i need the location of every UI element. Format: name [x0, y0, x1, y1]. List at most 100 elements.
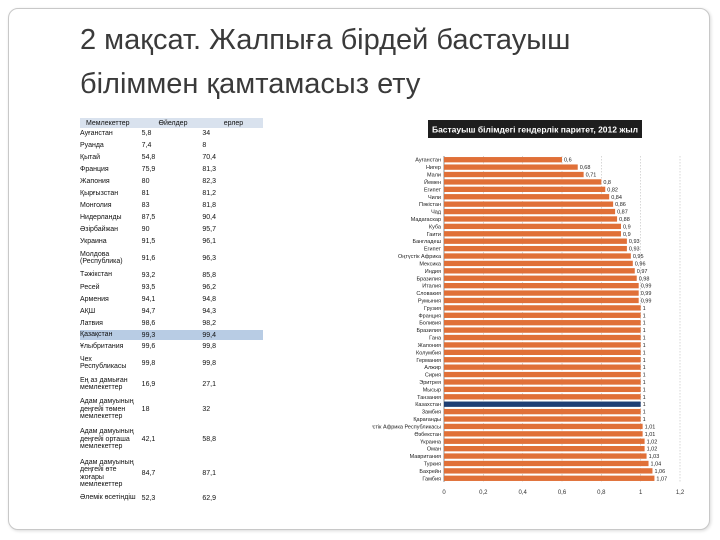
data-label: 1 [643, 387, 646, 393]
table-cell-country: Нидерланды [80, 213, 122, 221]
bar [444, 401, 641, 407]
table-cell-men: 81,2 [202, 190, 216, 197]
x-tick-label: 0,4 [518, 490, 527, 496]
data-label: 1,02 [647, 447, 658, 453]
table-cell-women: 93,2 [141, 271, 156, 279]
table-cell-country: Чех Республикасы [80, 355, 127, 371]
table-row: АҚШ 94,7 94,3 [80, 306, 263, 318]
x-tick-label: 0,8 [597, 490, 606, 496]
category-label: Танзания [417, 395, 441, 401]
bar [444, 268, 635, 274]
table-cell-women: 98,6 [141, 320, 156, 327]
category-label: Куба [429, 224, 442, 230]
category-label: Йемен [424, 178, 441, 186]
table-row: Нидерланды 87,5 90,4 [80, 212, 263, 224]
category-label: Румыния [418, 298, 441, 304]
table-row: Әлемік өсетіндіш 52,3 62,9 [80, 493, 263, 504]
bar [444, 290, 639, 296]
data-label: 0,96 [635, 261, 646, 267]
table-cell-women: 94,7 [141, 308, 156, 315]
table-cell-men: 58,8 [202, 436, 216, 443]
table-cell-country: Ауғанстан [80, 129, 113, 137]
table-cell-country: АҚШ [80, 307, 96, 315]
bar [444, 408, 641, 415]
data-label: 1 [643, 350, 646, 356]
table-row: Адам дамуының деңгейі орташа мемлекеттер… [80, 425, 263, 455]
table-cell-women: 80 [141, 178, 150, 185]
table-row: Адам дамуының деңгейі өте жоғары мемлеке… [80, 455, 263, 493]
table-cell-country: Ұлыбритания [80, 342, 124, 350]
category-label: Колумбия [416, 350, 441, 356]
data-label: 1 [643, 380, 646, 386]
bar [444, 157, 562, 163]
bar [444, 371, 641, 378]
bar [444, 164, 578, 170]
table-row: Жапония 80 82,3 [80, 176, 263, 188]
bar [444, 179, 602, 185]
data-label: 1,01 [645, 424, 656, 430]
category-label: Ауғанстан [415, 158, 441, 164]
data-label: 0,8 [603, 180, 611, 186]
category-label: Грузия [424, 306, 441, 312]
bar [444, 379, 641, 385]
category-label: Бангладеш [412, 239, 441, 245]
category-label: Египет [424, 247, 442, 253]
data-label: 0,95 [633, 254, 644, 260]
table-row: Армения 94,1 94,8 [80, 294, 263, 306]
table-row: Молдова (Республика) 91,6 96,3 [80, 248, 263, 269]
category-label: Словакия [416, 291, 441, 297]
bar [444, 312, 641, 318]
data-label: 1,07 [656, 476, 667, 482]
table-cell-men: 32 [202, 406, 211, 413]
table-cell-country: Жапония [80, 177, 110, 185]
bar [444, 282, 639, 289]
table-cell-men: 96,2 [202, 284, 216, 291]
table-cell-country: Франция [80, 165, 109, 173]
table-cell-men: 96,1 [202, 238, 216, 245]
table-row: Украина 91,5 96,1 [80, 236, 263, 248]
data-label: 0,99 [641, 284, 652, 290]
table-cell-women: 99,3 [141, 331, 156, 339]
bar [444, 423, 643, 430]
data-label: 1 [643, 343, 646, 349]
table-cell-women: 16,9 [141, 380, 156, 388]
data-label: 1,02 [647, 439, 658, 445]
table-row: Әзірбайжан 90 95,7 [80, 224, 263, 236]
table-cell-women: 42,1 [141, 436, 156, 443]
table-row: Руанда 7,4 8 [80, 140, 263, 152]
header-women: Өйелдер [158, 119, 188, 127]
data-label: 0,93 [629, 239, 640, 245]
data-label: 0,99 [641, 291, 652, 297]
table-row: Ресей 93,5 96,2 [80, 282, 263, 294]
table-cell-men: 8 [202, 142, 207, 149]
data-label: 0,97 [637, 269, 648, 275]
data-label: 1 [643, 321, 646, 327]
table-cell-women: 91,6 [141, 254, 156, 262]
data-label: 0,84 [611, 195, 622, 201]
table-cell-women: 81 [141, 190, 150, 197]
table-cell-men: 87,1 [202, 470, 216, 477]
table-cell-women: 94,1 [141, 296, 156, 303]
bar [444, 394, 641, 400]
table-cell-women: 54,8 [141, 154, 156, 161]
category-label: Гаити [427, 232, 441, 238]
data-label: 1 [643, 358, 646, 364]
table-cell-country: Молдова (Республика) [80, 250, 123, 266]
data-label: 0,99 [641, 298, 652, 304]
table-row: Тәжікстан 93,2 85,8 [80, 269, 263, 282]
data-label: 1 [643, 306, 646, 312]
table-cell-men: 81,8 [202, 202, 216, 209]
country-table: Мемлекеттер Өйелдер ерлер Ауғанстан 5,8 34… [80, 118, 263, 504]
x-tick-label: 0,6 [558, 490, 567, 496]
table-cell-country: Әзірбайжан [80, 225, 119, 233]
category-label: Оңтүстік Африка [398, 254, 442, 260]
table-cell-women: 75,9 [141, 166, 156, 173]
table-row: Ең аз дамыған мемлекеттер 16,9 27,1 [80, 374, 263, 395]
category-label: Гана [429, 336, 442, 342]
category-label: Франция [418, 313, 441, 319]
data-label: 0,87 [617, 210, 628, 216]
data-label: 1 [643, 328, 646, 334]
table-cell-men: 27,1 [202, 380, 216, 388]
category-label: Үкраина [420, 439, 442, 445]
category-label: Бахрейн [419, 468, 441, 475]
